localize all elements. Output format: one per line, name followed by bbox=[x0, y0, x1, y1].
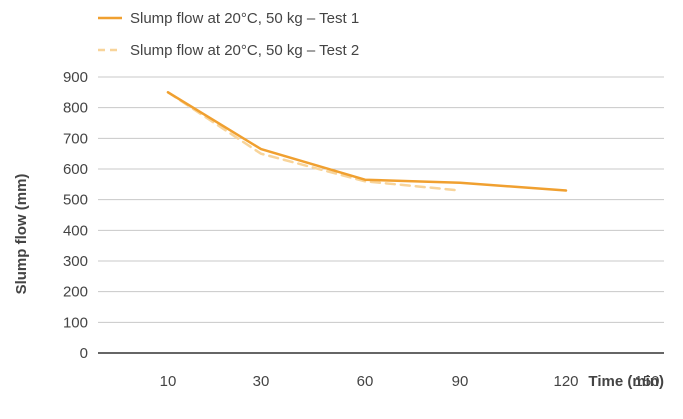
y-tick-label: 600 bbox=[63, 161, 88, 178]
legend: Slump flow at 20°C, 50 kg – Test 1 Slump… bbox=[98, 10, 359, 59]
y-tick-label: 900 bbox=[63, 69, 88, 86]
series-line-2 bbox=[166, 91, 462, 192]
y-axis-title: Slump flow (mm) bbox=[13, 174, 30, 295]
y-tick-label: 500 bbox=[63, 192, 88, 209]
legend-label-test-1: Slump flow at 20°C, 50 kg – Test 1 bbox=[130, 10, 359, 27]
y-tick-label: 400 bbox=[63, 222, 88, 239]
series-line-1 bbox=[166, 91, 568, 192]
series-lines bbox=[166, 91, 568, 192]
x-tick-label: 30 bbox=[253, 373, 270, 390]
legend-label-test-2: Slump flow at 20°C, 50 kg – Test 2 bbox=[130, 42, 359, 59]
y-tick-label: 200 bbox=[63, 284, 88, 301]
y-tick-label: 700 bbox=[63, 130, 88, 147]
x-axis-title: Time (min) bbox=[588, 373, 664, 390]
y-tick-label: 0 bbox=[80, 345, 88, 362]
y-tick-label: 300 bbox=[63, 253, 88, 270]
grid-lines bbox=[98, 76, 664, 354]
x-tick-label: 10 bbox=[160, 373, 177, 390]
y-axis-ticks: 0 100 200 300 400 500 600 700 800 900 bbox=[63, 69, 88, 362]
y-tick-label: 800 bbox=[63, 100, 88, 117]
x-tick-label: 90 bbox=[452, 373, 469, 390]
x-tick-label: 120 bbox=[553, 373, 578, 390]
x-tick-label: 150 bbox=[634, 373, 659, 390]
y-tick-label: 100 bbox=[63, 314, 88, 331]
x-tick-label: 60 bbox=[357, 373, 374, 390]
x-axis-ticks: 10 30 60 90 120 150 bbox=[160, 373, 660, 390]
